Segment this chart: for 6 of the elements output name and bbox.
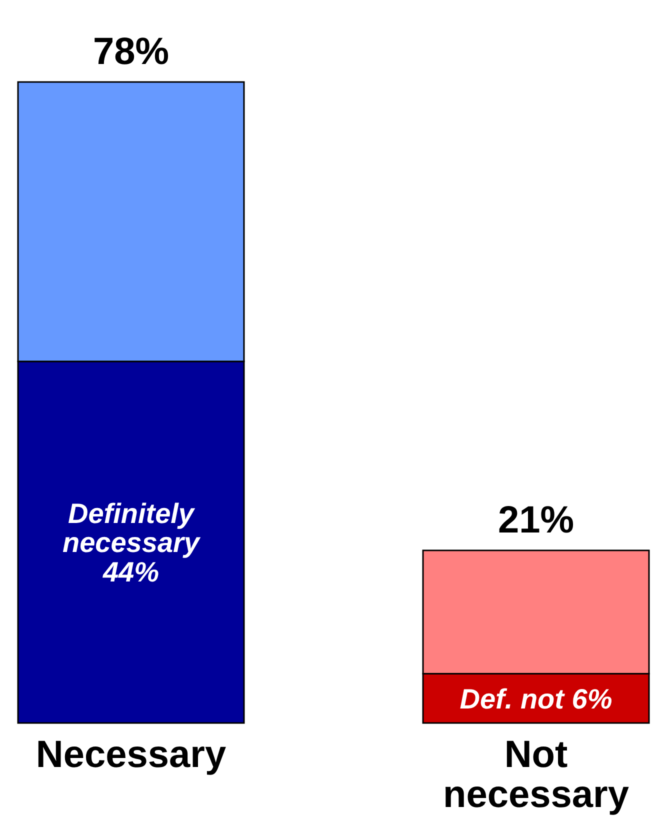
data-label: Def. not 6% — [460, 682, 612, 714]
total-label: 78% — [92, 31, 170, 73]
x-tick-label: Not necessary — [443, 734, 629, 816]
total-label: 21% — [498, 499, 574, 542]
data-label: Definitely necessary 44% — [62, 497, 201, 588]
x-tick-label: Necessary — [36, 734, 226, 776]
